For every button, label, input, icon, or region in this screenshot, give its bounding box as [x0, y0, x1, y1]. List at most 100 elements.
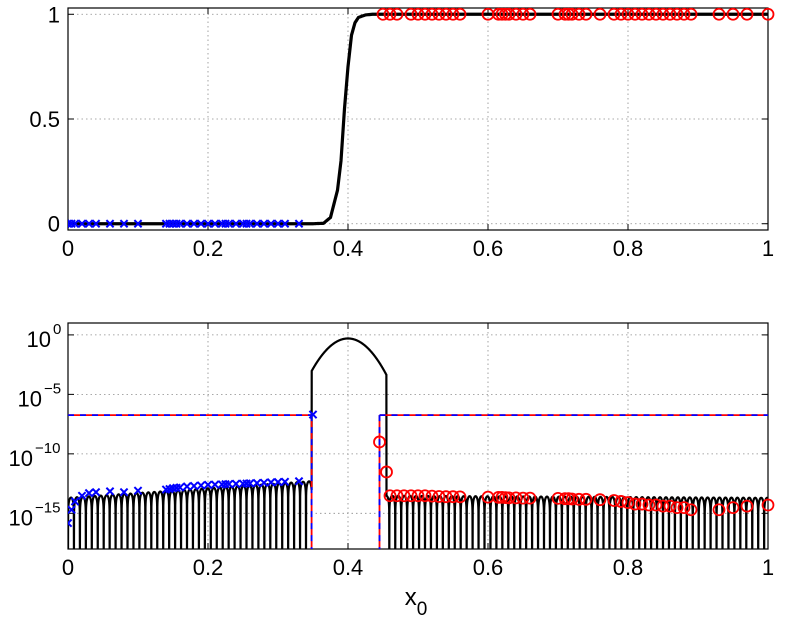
- circle-marker: [558, 492, 572, 506]
- x-marker: [196, 481, 206, 490]
- x-marker: [133, 219, 143, 229]
- circle-marker: [761, 498, 775, 512]
- circle-marker: [523, 7, 537, 21]
- x-marker: [133, 486, 143, 495]
- x-marker: [294, 476, 304, 486]
- x-marker: [259, 478, 269, 488]
- x-marker: [105, 487, 115, 496]
- x-marker: [294, 219, 304, 229]
- circle-marker: [453, 7, 467, 21]
- x-marker-stroke: [70, 497, 80, 506]
- x-marker-stroke: [273, 477, 283, 487]
- x-marker: [231, 479, 241, 489]
- x-marker: [266, 478, 276, 487]
- x-marker: [105, 219, 115, 229]
- x-marker-stroke: [133, 219, 143, 229]
- x-marker-stroke: [252, 219, 262, 229]
- x-tick-label: 1: [762, 555, 774, 580]
- circle-marker: [656, 7, 670, 21]
- x-axis-label-base: x: [405, 584, 417, 611]
- x-marker: [182, 482, 192, 491]
- x-marker-stroke: [68, 505, 76, 515]
- x-marker: [119, 487, 129, 497]
- x-marker-stroke: [203, 480, 213, 490]
- circle-marker: [565, 7, 579, 21]
- x-marker-stroke: [245, 479, 255, 488]
- x-marker-stroke: [84, 219, 94, 229]
- x-marker-stroke: [280, 477, 290, 487]
- x-marker: [210, 480, 220, 489]
- circle-marker: [593, 7, 607, 21]
- x-tick-label: 0.2: [193, 555, 224, 580]
- x-marker-stroke: [133, 486, 143, 495]
- x-marker: [77, 219, 87, 229]
- circle-marker: [579, 7, 593, 21]
- circle-marker: [726, 501, 740, 515]
- circle-marker: [509, 7, 523, 21]
- circle-marker: [614, 495, 628, 508]
- x-marker: [175, 483, 185, 492]
- x-tick-label: 0: [62, 236, 74, 261]
- x-marker: [252, 219, 262, 229]
- x-tick-label: 0.4: [333, 236, 364, 261]
- y-tick-base: 10: [27, 327, 51, 352]
- x-marker: [245, 219, 255, 229]
- x-marker-stroke: [259, 219, 269, 229]
- y-tick-label: 0.5: [29, 107, 60, 132]
- x-marker-stroke: [273, 219, 283, 229]
- x-marker-stroke: [77, 219, 87, 229]
- x-marker-stroke: [280, 219, 290, 229]
- x-marker-stroke: [196, 219, 206, 229]
- y-tick-exponent: −15: [35, 499, 60, 516]
- circle-marker: [649, 7, 663, 21]
- circle-marker: [614, 7, 628, 21]
- circle-marker: [404, 489, 418, 503]
- circle-marker: [761, 7, 775, 21]
- x-marker: [273, 219, 283, 229]
- circle-marker: [642, 7, 656, 21]
- circle-marker: [712, 7, 726, 21]
- circle-marker: [502, 491, 516, 505]
- x-marker: [189, 481, 199, 491]
- circle-marker: [670, 501, 684, 515]
- circle-marker: [607, 494, 621, 507]
- circle-marker: [418, 7, 432, 21]
- circle-marker: [439, 490, 453, 504]
- x-marker: [91, 487, 101, 497]
- x-marker: [84, 488, 94, 498]
- y-tick-label: 10: [9, 505, 33, 530]
- x-marker: [308, 410, 318, 419]
- x-marker-stroke: [294, 476, 304, 486]
- circle-marker: [635, 7, 649, 21]
- circle-marker: [432, 490, 446, 503]
- circle-marker: [380, 465, 393, 479]
- circle-marker: [558, 7, 572, 21]
- y-tick-base: 10: [9, 505, 33, 530]
- circle-marker: [373, 435, 386, 449]
- circle-marker: [572, 492, 586, 506]
- circle-marker: [383, 7, 397, 21]
- x-marker: [70, 497, 80, 506]
- x-tick-label: 1: [762, 236, 774, 261]
- x-marker: [203, 480, 213, 490]
- x-marker-stroke: [266, 219, 276, 229]
- circle-marker: [579, 492, 593, 506]
- circle-marker: [446, 7, 460, 21]
- circle-marker: [607, 7, 621, 21]
- circle-marker: [383, 489, 397, 503]
- circle-marker: [649, 498, 663, 512]
- x-marker: [203, 219, 213, 229]
- x-marker: [175, 219, 185, 229]
- x-marker: [231, 219, 241, 229]
- x-marker-stroke: [224, 219, 234, 229]
- circle-marker: [572, 7, 586, 21]
- x-marker-stroke: [105, 219, 115, 229]
- x-marker: [196, 219, 206, 229]
- y-tick-label: 1: [48, 2, 60, 27]
- x-marker: [259, 219, 269, 229]
- circle-marker: [670, 7, 684, 21]
- circle-marker: [635, 497, 649, 511]
- circle-marker: [411, 7, 425, 21]
- y-tick-label: 0: [48, 212, 60, 237]
